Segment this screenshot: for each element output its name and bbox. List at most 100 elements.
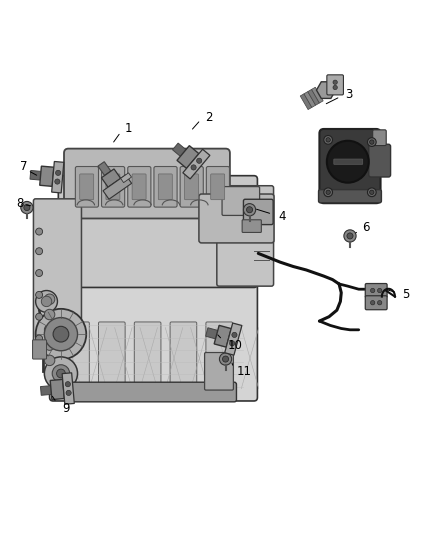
Polygon shape	[62, 373, 74, 404]
FancyBboxPatch shape	[222, 187, 260, 215]
Text: 7: 7	[20, 160, 28, 173]
Circle shape	[53, 326, 69, 342]
Circle shape	[41, 296, 52, 306]
Polygon shape	[300, 94, 312, 110]
Polygon shape	[177, 146, 199, 168]
Circle shape	[370, 190, 374, 195]
Polygon shape	[311, 87, 323, 103]
Circle shape	[35, 292, 42, 298]
Circle shape	[56, 170, 61, 175]
Text: 4: 4	[278, 210, 286, 223]
Circle shape	[57, 369, 65, 378]
Text: 1: 1	[125, 123, 133, 135]
Polygon shape	[206, 328, 220, 340]
Circle shape	[35, 270, 42, 277]
FancyBboxPatch shape	[63, 322, 89, 392]
Circle shape	[324, 188, 332, 197]
FancyBboxPatch shape	[58, 176, 258, 287]
Polygon shape	[40, 166, 54, 187]
Circle shape	[21, 201, 33, 214]
Polygon shape	[120, 173, 131, 183]
Text: 10: 10	[228, 338, 243, 352]
Polygon shape	[173, 143, 188, 158]
FancyBboxPatch shape	[334, 159, 363, 164]
Text: 9: 9	[62, 402, 69, 415]
FancyBboxPatch shape	[80, 174, 94, 200]
FancyBboxPatch shape	[75, 166, 99, 207]
Circle shape	[44, 325, 55, 335]
Polygon shape	[50, 379, 64, 400]
Text: 11: 11	[237, 365, 251, 378]
Circle shape	[44, 357, 78, 390]
Text: 2: 2	[205, 111, 212, 124]
FancyBboxPatch shape	[369, 144, 391, 177]
Circle shape	[326, 190, 330, 195]
FancyBboxPatch shape	[327, 75, 343, 95]
FancyBboxPatch shape	[170, 322, 197, 392]
Polygon shape	[308, 90, 319, 105]
Circle shape	[35, 228, 42, 235]
Circle shape	[66, 390, 71, 395]
Circle shape	[44, 340, 55, 350]
Circle shape	[35, 309, 86, 359]
Polygon shape	[52, 161, 64, 193]
Text: 5: 5	[403, 288, 410, 301]
Polygon shape	[214, 325, 231, 347]
Circle shape	[191, 165, 196, 170]
Circle shape	[24, 205, 30, 211]
FancyBboxPatch shape	[99, 322, 125, 392]
Text: 8: 8	[16, 197, 23, 209]
Circle shape	[378, 288, 382, 293]
Circle shape	[197, 158, 202, 164]
Circle shape	[327, 141, 369, 183]
FancyBboxPatch shape	[199, 194, 274, 243]
FancyBboxPatch shape	[49, 272, 258, 401]
FancyBboxPatch shape	[318, 190, 381, 203]
Circle shape	[367, 138, 376, 147]
Circle shape	[52, 365, 70, 382]
Circle shape	[324, 135, 332, 144]
FancyBboxPatch shape	[373, 130, 386, 146]
FancyBboxPatch shape	[32, 340, 46, 359]
FancyBboxPatch shape	[206, 166, 230, 207]
Text: 6: 6	[362, 221, 370, 233]
Polygon shape	[102, 169, 120, 187]
FancyBboxPatch shape	[206, 322, 233, 392]
Circle shape	[244, 204, 256, 216]
Circle shape	[44, 309, 55, 320]
Circle shape	[347, 233, 353, 239]
Circle shape	[333, 80, 337, 84]
Circle shape	[367, 188, 376, 197]
Polygon shape	[183, 149, 210, 179]
FancyBboxPatch shape	[205, 352, 233, 390]
Polygon shape	[103, 175, 131, 199]
Circle shape	[371, 301, 375, 305]
FancyBboxPatch shape	[154, 166, 177, 207]
FancyBboxPatch shape	[242, 220, 261, 232]
FancyBboxPatch shape	[319, 129, 381, 203]
Circle shape	[230, 341, 235, 346]
Circle shape	[55, 179, 60, 184]
Circle shape	[35, 290, 57, 312]
Circle shape	[44, 294, 55, 304]
Circle shape	[378, 301, 382, 305]
FancyBboxPatch shape	[64, 149, 230, 219]
FancyBboxPatch shape	[66, 382, 237, 402]
Polygon shape	[40, 385, 54, 395]
Circle shape	[65, 382, 71, 387]
Circle shape	[35, 335, 42, 342]
FancyBboxPatch shape	[184, 174, 198, 200]
Circle shape	[35, 313, 42, 320]
FancyBboxPatch shape	[106, 174, 120, 200]
FancyBboxPatch shape	[180, 166, 203, 207]
Circle shape	[371, 288, 375, 293]
FancyBboxPatch shape	[365, 284, 387, 297]
FancyBboxPatch shape	[217, 185, 274, 286]
Polygon shape	[98, 161, 111, 175]
FancyBboxPatch shape	[134, 322, 161, 392]
FancyBboxPatch shape	[365, 296, 387, 310]
Circle shape	[232, 332, 237, 337]
Text: 3: 3	[346, 87, 353, 101]
Polygon shape	[304, 92, 316, 107]
Circle shape	[223, 356, 229, 362]
